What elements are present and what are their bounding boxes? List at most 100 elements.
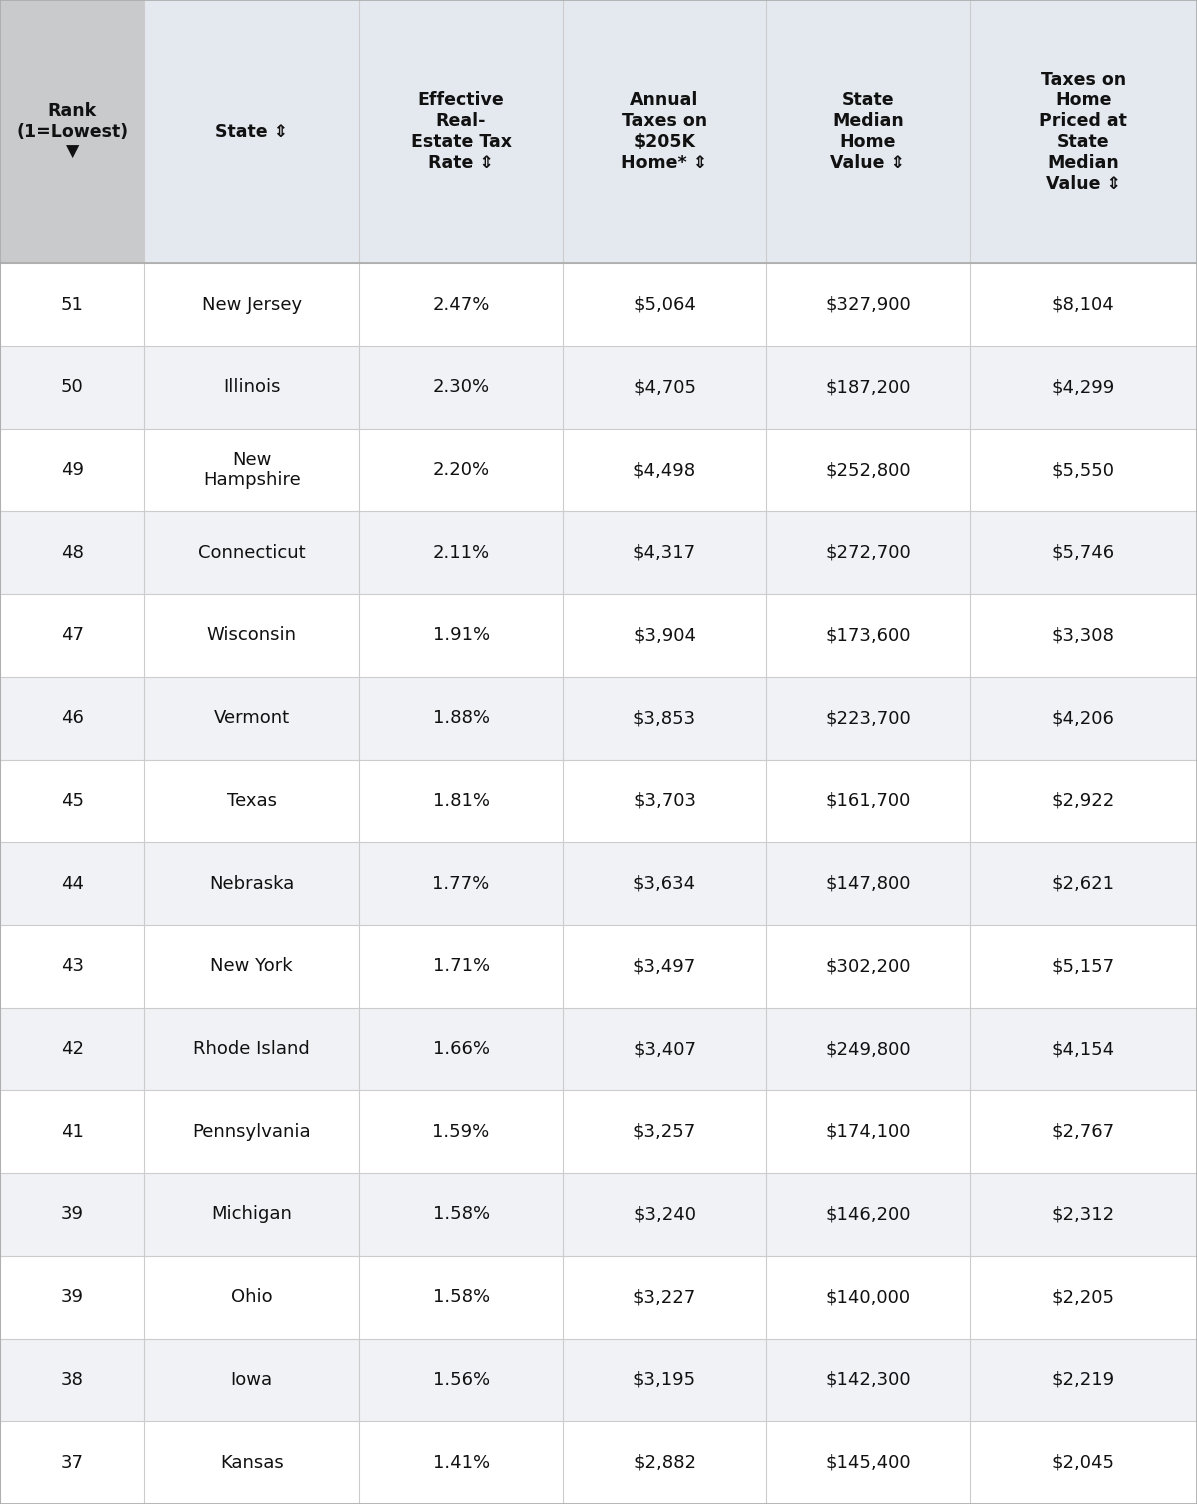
Bar xyxy=(970,760,1197,842)
Text: 39: 39 xyxy=(61,1206,84,1223)
Bar xyxy=(970,1256,1197,1339)
Bar xyxy=(970,842,1197,925)
Bar xyxy=(766,677,970,760)
Bar xyxy=(144,429,359,511)
Text: $252,800: $252,800 xyxy=(825,462,911,478)
Text: 37: 37 xyxy=(61,1454,84,1471)
Text: $161,700: $161,700 xyxy=(825,793,911,809)
Bar xyxy=(563,429,766,511)
Text: 2.30%: 2.30% xyxy=(432,379,490,396)
Text: $4,705: $4,705 xyxy=(633,379,695,396)
Text: 1.58%: 1.58% xyxy=(432,1289,490,1305)
Text: $3,240: $3,240 xyxy=(633,1206,695,1223)
Bar xyxy=(0,1256,144,1339)
Bar xyxy=(0,263,144,346)
Text: $4,498: $4,498 xyxy=(633,462,697,478)
Text: 2.20%: 2.20% xyxy=(432,462,490,478)
Bar xyxy=(766,0,970,263)
Text: $4,206: $4,206 xyxy=(1052,710,1114,726)
Text: 39: 39 xyxy=(61,1289,84,1305)
Bar xyxy=(144,677,359,760)
Bar xyxy=(766,1339,970,1421)
Bar xyxy=(0,677,144,760)
Text: 1.81%: 1.81% xyxy=(432,793,490,809)
Bar xyxy=(0,429,144,511)
Text: Ohio: Ohio xyxy=(231,1289,273,1305)
Text: Wisconsin: Wisconsin xyxy=(207,627,297,644)
Text: 46: 46 xyxy=(61,710,84,726)
Text: $4,299: $4,299 xyxy=(1052,379,1114,396)
Text: $272,700: $272,700 xyxy=(825,544,911,561)
Text: $2,045: $2,045 xyxy=(1052,1454,1114,1471)
Bar xyxy=(0,594,144,677)
Bar xyxy=(359,760,563,842)
Text: $3,634: $3,634 xyxy=(633,875,697,892)
Text: 1.88%: 1.88% xyxy=(432,710,490,726)
Text: New Jersey: New Jersey xyxy=(201,296,302,313)
Text: 49: 49 xyxy=(61,462,84,478)
Bar xyxy=(359,1173,563,1256)
Text: $3,497: $3,497 xyxy=(633,958,697,975)
Bar xyxy=(359,1339,563,1421)
Bar xyxy=(970,677,1197,760)
Text: 2.47%: 2.47% xyxy=(432,296,490,313)
Bar xyxy=(563,1256,766,1339)
Bar xyxy=(0,1421,144,1504)
Text: 48: 48 xyxy=(61,544,84,561)
Text: $3,703: $3,703 xyxy=(633,793,695,809)
Text: $2,767: $2,767 xyxy=(1052,1123,1114,1140)
Text: $2,219: $2,219 xyxy=(1052,1372,1114,1388)
Text: New York: New York xyxy=(211,958,293,975)
Text: $2,922: $2,922 xyxy=(1052,793,1114,809)
Bar xyxy=(563,760,766,842)
Text: $223,700: $223,700 xyxy=(825,710,911,726)
Bar xyxy=(970,1173,1197,1256)
Text: $5,746: $5,746 xyxy=(1052,544,1114,561)
Text: $249,800: $249,800 xyxy=(825,1041,911,1057)
Text: Texas: Texas xyxy=(226,793,277,809)
Bar xyxy=(144,594,359,677)
Bar xyxy=(970,925,1197,1008)
Bar xyxy=(0,925,144,1008)
Text: $187,200: $187,200 xyxy=(825,379,911,396)
Text: Connecticut: Connecticut xyxy=(198,544,305,561)
Bar xyxy=(970,1090,1197,1173)
Text: $2,882: $2,882 xyxy=(633,1454,695,1471)
Bar xyxy=(766,346,970,429)
Bar xyxy=(0,346,144,429)
Bar xyxy=(766,1008,970,1090)
Text: $3,308: $3,308 xyxy=(1052,627,1114,644)
Bar xyxy=(766,511,970,594)
Bar xyxy=(563,842,766,925)
Bar xyxy=(970,1421,1197,1504)
Bar xyxy=(563,511,766,594)
Bar xyxy=(359,346,563,429)
Bar xyxy=(0,1090,144,1173)
Bar xyxy=(766,594,970,677)
Text: $142,300: $142,300 xyxy=(825,1372,911,1388)
Bar xyxy=(970,594,1197,677)
Bar xyxy=(144,1008,359,1090)
Text: 38: 38 xyxy=(61,1372,84,1388)
Bar xyxy=(563,1173,766,1256)
Text: Kansas: Kansas xyxy=(220,1454,284,1471)
Text: 43: 43 xyxy=(61,958,84,975)
Text: $8,104: $8,104 xyxy=(1052,296,1114,313)
Bar xyxy=(766,1256,970,1339)
Text: Pennsylvania: Pennsylvania xyxy=(193,1123,311,1140)
Text: $5,157: $5,157 xyxy=(1052,958,1114,975)
Text: 1.71%: 1.71% xyxy=(432,958,490,975)
Bar xyxy=(766,1173,970,1256)
Text: Taxes on
Home
Priced at
State
Median
Value ⇕: Taxes on Home Priced at State Median Val… xyxy=(1039,71,1128,193)
Text: New
Hampshire: New Hampshire xyxy=(202,451,300,489)
Text: $327,900: $327,900 xyxy=(825,296,911,313)
Bar xyxy=(144,1421,359,1504)
Bar xyxy=(970,263,1197,346)
Bar xyxy=(766,263,970,346)
Bar xyxy=(144,842,359,925)
Text: Annual
Taxes on
$205K
Home* ⇕: Annual Taxes on $205K Home* ⇕ xyxy=(621,92,707,171)
Text: Iowa: Iowa xyxy=(231,1372,273,1388)
Text: Michigan: Michigan xyxy=(211,1206,292,1223)
Bar xyxy=(359,1421,563,1504)
Text: Effective
Real-
Estate Tax
Rate ⇕: Effective Real- Estate Tax Rate ⇕ xyxy=(411,92,511,171)
